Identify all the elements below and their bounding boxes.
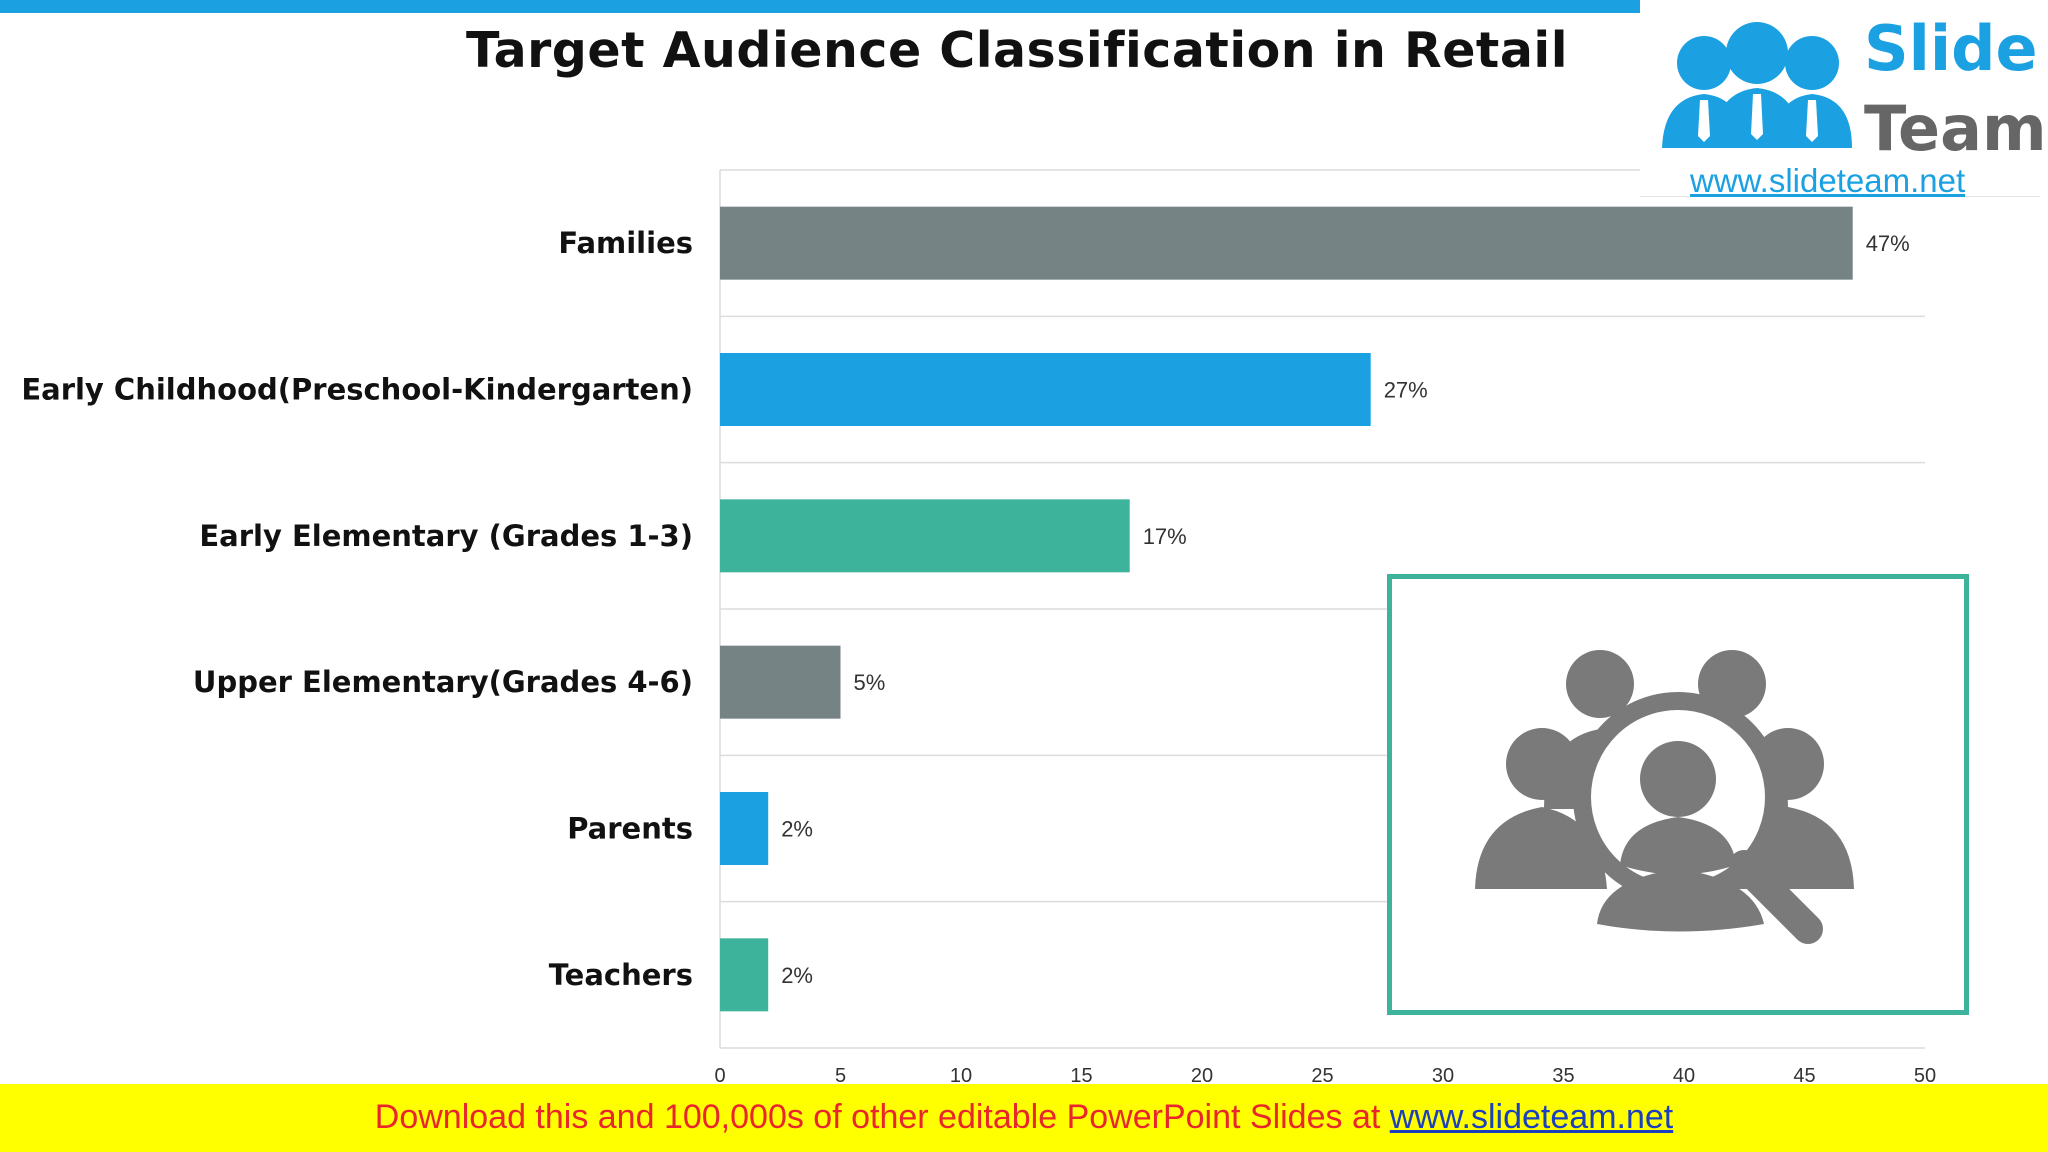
x-tick-label: 50 xyxy=(1914,1065,1936,1084)
x-tick-label: 20 xyxy=(1191,1065,1213,1084)
logo-url-link[interactable]: www.slideteam.net xyxy=(1690,162,1966,199)
audience-search-icon xyxy=(1475,650,1854,944)
bar xyxy=(720,938,769,1012)
x-tick-labels: 0 5 10 15 20 25 30 35 40 45 50 xyxy=(714,1065,1936,1084)
x-tick-label: 15 xyxy=(1070,1065,1092,1084)
bars xyxy=(720,206,1853,1012)
x-tick-label: 40 xyxy=(1673,1065,1695,1084)
footer-text-wrap: Download this and 100,000s of other edit… xyxy=(0,1098,2048,1137)
x-tick-label: 45 xyxy=(1793,1065,1815,1084)
bar xyxy=(720,353,1371,426)
category-label: Parents xyxy=(567,812,693,846)
data-label: 47% xyxy=(1866,231,1910,256)
x-tick-label: 10 xyxy=(950,1065,972,1084)
slideteam-logo: Slide Team www.slideteam.net xyxy=(1640,0,2047,199)
data-label: 27% xyxy=(1384,378,1428,403)
category-labels: Families Early Childhood(Preschool-Kinder… xyxy=(21,226,693,992)
footer-text: Download this and 100,000s of other edit… xyxy=(374,1098,1390,1136)
category-label: Early Childhood(Preschool-Kindergarten) xyxy=(21,373,693,407)
download-banner: Download this and 100,000s of other edit… xyxy=(0,1084,2048,1152)
category-label: Upper Elementary(Grades 4-6) xyxy=(193,665,693,699)
data-label: 2% xyxy=(781,963,813,988)
data-label: 17% xyxy=(1143,524,1187,549)
data-label: 2% xyxy=(781,817,813,842)
logo-word-team: Team xyxy=(1864,92,2047,165)
bar xyxy=(720,645,841,719)
x-tick-label: 30 xyxy=(1432,1065,1454,1084)
data-label: 5% xyxy=(854,670,886,695)
bar-chart: Families Early Childhood(Preschool-Kinder… xyxy=(21,169,1936,1084)
data-labels: 47% 27% 17% 5% 2% 2% xyxy=(781,231,1910,988)
category-label: Families xyxy=(558,226,693,260)
x-tick-label: 35 xyxy=(1552,1065,1574,1084)
bar xyxy=(720,792,769,865)
footer-link[interactable]: www.slideteam.net xyxy=(1389,1098,1674,1136)
top-accent-bar xyxy=(0,0,1640,13)
x-tick-label: 5 xyxy=(835,1065,846,1084)
x-tick-label: 25 xyxy=(1311,1065,1333,1084)
x-tick-label: 0 xyxy=(714,1065,725,1084)
bar xyxy=(720,499,1130,573)
logo-word-slide: Slide xyxy=(1864,12,2038,85)
category-label: Early Elementary (Grades 1-3) xyxy=(199,519,693,553)
team-people-icon xyxy=(1662,22,1852,148)
category-label: Teachers xyxy=(549,958,693,992)
bar xyxy=(720,206,1853,280)
audience-icon-box xyxy=(1387,574,1969,1015)
page-title: Target Audience Classification in Retail xyxy=(465,22,1569,79)
